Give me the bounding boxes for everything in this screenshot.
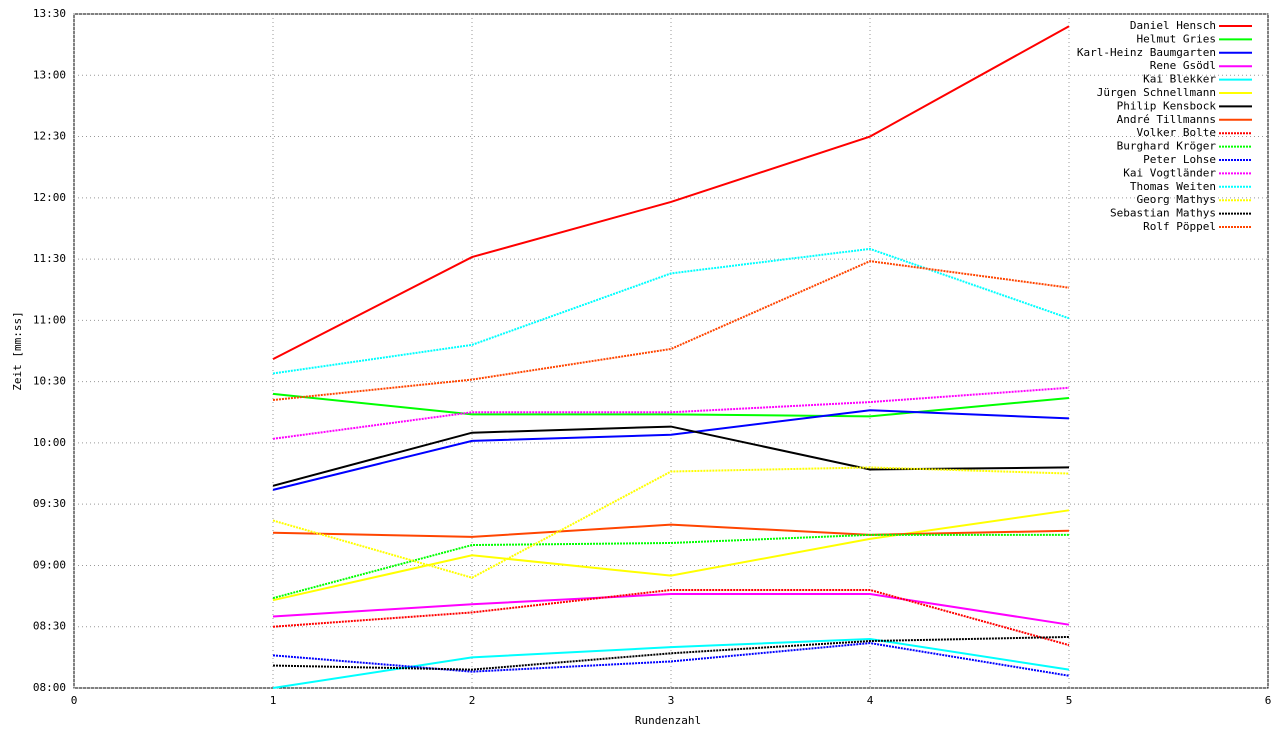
x-tick-label: 0: [71, 694, 78, 707]
legend-label: Kai Blekker: [1143, 73, 1216, 86]
series-line: [272, 509, 1070, 602]
y-tick-label: 11:30: [33, 252, 66, 265]
y-tick-label: 08:30: [33, 620, 66, 633]
y-tick-label: 12:00: [33, 191, 66, 204]
series-line: [272, 637, 1070, 689]
y-tick-label: 09:00: [33, 558, 66, 571]
legend-label: Daniel Hensch: [1130, 19, 1216, 32]
series-line: [272, 635, 1070, 671]
series-line: [272, 425, 1070, 487]
legend-label: Volker Bolte: [1137, 126, 1216, 139]
legend-label: Rene Gsödl: [1150, 59, 1216, 72]
legend-label: Burghard Kröger: [1117, 140, 1217, 153]
legend-label: Peter Lohse: [1143, 153, 1216, 166]
legend-label: Georg Mathys: [1137, 193, 1216, 206]
legend-label: Sebastian Mathys: [1110, 207, 1216, 220]
x-tick-label: 6: [1265, 694, 1272, 707]
legend-label: Thomas Weiten: [1130, 180, 1216, 193]
series-line: [272, 25, 1070, 361]
y-tick-label: 08:00: [33, 681, 66, 694]
series-line: [272, 588, 1070, 647]
series-line: [272, 260, 1070, 402]
legend-label: Kai Vogtländer: [1123, 166, 1216, 179]
series-line: [272, 409, 1070, 491]
x-tick-label: 3: [668, 694, 675, 707]
x-axis-label: Rundenzahl: [635, 714, 701, 727]
series-line: [272, 466, 1070, 579]
series-line: [272, 593, 1070, 626]
y-axis-label: Zeit [mm:ss]: [11, 311, 24, 390]
y-tick-label: 13:30: [33, 7, 66, 20]
y-tick-label: 12:30: [33, 130, 66, 143]
series-line: [272, 533, 1069, 600]
legend-label: Philip Kensbock: [1117, 99, 1217, 112]
y-tick-label: 10:00: [33, 436, 66, 449]
y-tick-label: 11:00: [33, 313, 66, 326]
y-tick-label: 10:30: [33, 375, 66, 388]
x-tick-label: 2: [469, 694, 476, 707]
series-line: [272, 392, 1070, 418]
legend-label: Karl-Heinz Baumgarten: [1077, 46, 1216, 59]
x-tick-label: 4: [867, 694, 874, 707]
series-line: [272, 386, 1070, 440]
legend-label: André Tillmanns: [1117, 113, 1216, 126]
series-line: [272, 642, 1070, 677]
legend-label: Helmut Gries: [1137, 32, 1216, 45]
y-tick-label: 13:00: [33, 68, 66, 81]
x-tick-label: 1: [270, 694, 277, 707]
legend-label: Rolf Pöppel: [1143, 220, 1216, 233]
series-line: [272, 247, 1070, 375]
x-tick-label: 5: [1066, 694, 1073, 707]
y-tick-label: 09:30: [33, 497, 66, 510]
legend-label: Jürgen Schnellmann: [1097, 86, 1216, 99]
series-line: [272, 523, 1070, 538]
